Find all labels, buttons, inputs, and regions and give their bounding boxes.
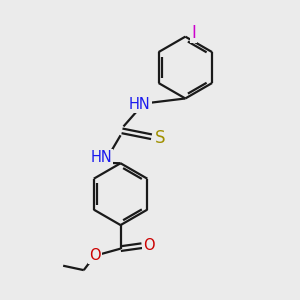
Text: S: S <box>154 129 165 147</box>
Text: HN: HN <box>129 97 151 112</box>
Text: O: O <box>143 238 155 253</box>
Text: HN: HN <box>91 150 112 165</box>
Text: I: I <box>191 24 196 42</box>
Text: O: O <box>89 248 101 263</box>
